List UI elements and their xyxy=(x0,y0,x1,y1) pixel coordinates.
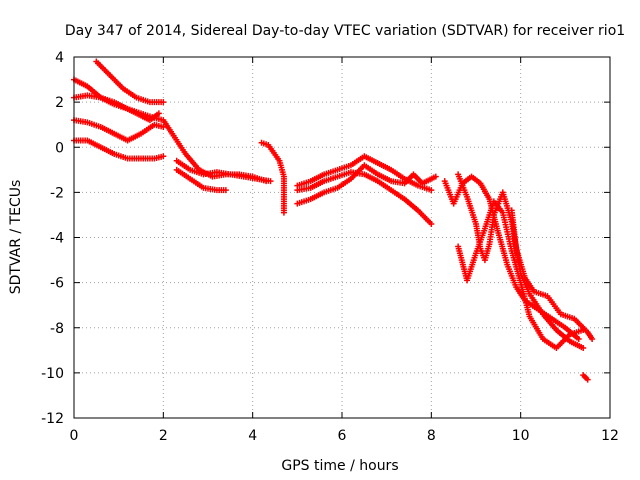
series-track-g xyxy=(173,166,229,194)
y-tick-label: -6 xyxy=(50,276,64,292)
data-point-marker xyxy=(267,178,274,185)
y-tick-label: 2 xyxy=(55,95,64,111)
chart-title: Day 347 of 2014, Sidereal Day-to-day VTE… xyxy=(65,23,625,39)
x-tick-label: 4 xyxy=(248,428,257,444)
series-track-c xyxy=(93,58,167,106)
series-track-o xyxy=(508,207,596,343)
data-point-marker xyxy=(584,376,591,383)
data-point-marker xyxy=(280,209,287,216)
x-tick-label: 10 xyxy=(512,428,530,444)
x-tick-label: 2 xyxy=(159,428,168,444)
data-point-marker xyxy=(222,187,229,194)
data-point-marker xyxy=(432,173,439,180)
series-track-p xyxy=(580,372,591,383)
grid-layer xyxy=(74,57,610,418)
y-axis-label: SDTVAR / TECUs xyxy=(8,180,24,295)
series-track-a xyxy=(71,76,270,185)
series-track-n xyxy=(455,198,587,352)
data-point-marker xyxy=(428,187,435,194)
series-track-j xyxy=(294,169,435,227)
series-track-h xyxy=(258,139,287,216)
y-tick-label: -8 xyxy=(50,321,64,337)
x-tick-label: 8 xyxy=(427,428,436,444)
y-tick-label: -2 xyxy=(50,185,64,201)
series-track-b xyxy=(71,92,162,124)
y-tick-label: 0 xyxy=(55,140,64,156)
y-tick-label: 4 xyxy=(55,50,64,66)
data-point-marker xyxy=(580,345,587,352)
data-point-marker xyxy=(575,336,582,343)
data-point-marker xyxy=(160,153,167,160)
data-point-marker xyxy=(589,336,596,343)
data-point-marker xyxy=(160,99,167,106)
y-tick-label: -12 xyxy=(41,411,64,427)
x-tick-label: 6 xyxy=(338,428,347,444)
x-tick-label: 12 xyxy=(601,428,619,444)
y-tick-label: -4 xyxy=(50,231,64,247)
x-tick-label: 0 xyxy=(70,428,79,444)
series-track-f xyxy=(173,157,274,185)
tick-layer: 0 2 4 6 8 10 12 -12 -10 -8 -6 -4 -2 0 2 4 xyxy=(41,50,619,444)
y-tick-label: -10 xyxy=(41,366,64,382)
series-track-e xyxy=(71,137,167,162)
data-layer xyxy=(71,58,596,383)
data-point-marker xyxy=(428,220,435,227)
series-track-i xyxy=(294,153,435,194)
series-track-k xyxy=(294,162,439,207)
data-point-marker xyxy=(160,123,167,130)
series-track-d xyxy=(71,117,167,144)
x-axis-label: GPS time / hours xyxy=(281,458,398,474)
data-point-marker xyxy=(155,110,162,117)
